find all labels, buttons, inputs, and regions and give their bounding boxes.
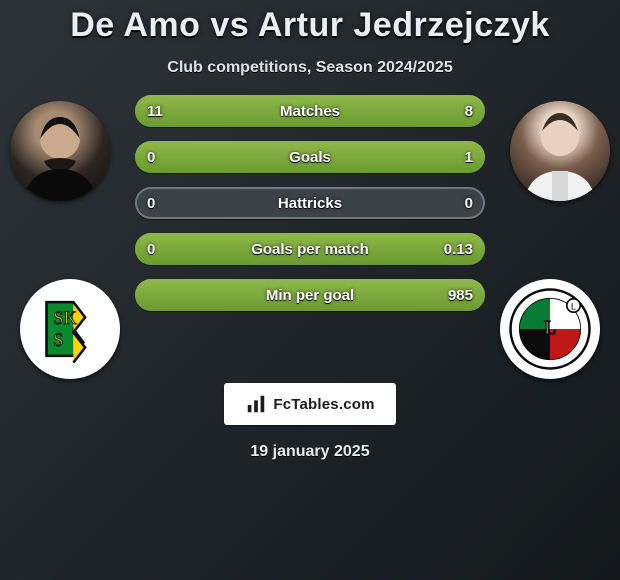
- stat-bar: 118Matches: [135, 95, 485, 127]
- stat-bars: 118Matches 01Goals 00Hattricks 00.13Goals p…: [135, 95, 485, 311]
- avatar-placeholder-icon: [10, 101, 110, 201]
- club-badge-icon: SK S: [28, 287, 112, 371]
- svg-text:SK: SK: [53, 308, 77, 328]
- svg-text:L: L: [571, 302, 576, 312]
- stat-label: Min per goal: [135, 279, 485, 311]
- club-right-logo: L L: [500, 279, 600, 379]
- subtitle: Club competitions, Season 2024/2025: [0, 59, 620, 77]
- stat-bar: 00Hattricks: [135, 187, 485, 219]
- stat-label: Goals per match: [135, 233, 485, 265]
- brand-box: FcTables.com: [224, 383, 396, 425]
- player-left-avatar: [10, 101, 110, 201]
- avatar-placeholder-icon: [510, 101, 610, 201]
- bar-chart-icon: [245, 393, 267, 415]
- stat-label: Hattricks: [135, 187, 485, 219]
- player-right-avatar: [510, 101, 610, 201]
- stat-bar: 985Min per goal: [135, 279, 485, 311]
- stat-bar: 01Goals: [135, 141, 485, 173]
- club-badge-icon: L L: [508, 287, 592, 371]
- date-text: 19 january 2025: [0, 443, 620, 461]
- svg-text:S: S: [53, 330, 63, 350]
- page-title: De Amo vs Artur Jedrzejczyk: [0, 6, 620, 45]
- stat-label: Goals: [135, 141, 485, 173]
- svg-text:L: L: [544, 317, 556, 339]
- comparison-card: De Amo vs Artur Jedrzejczyk Club competi…: [0, 0, 620, 580]
- stats-area: SK S L L 118Matches01Goals00Hattricks00.…: [0, 105, 620, 365]
- stat-bar: 00.13Goals per match: [135, 233, 485, 265]
- brand-text: FcTables.com: [273, 396, 374, 413]
- stat-label: Matches: [135, 95, 485, 127]
- club-left-logo: SK S: [20, 279, 120, 379]
